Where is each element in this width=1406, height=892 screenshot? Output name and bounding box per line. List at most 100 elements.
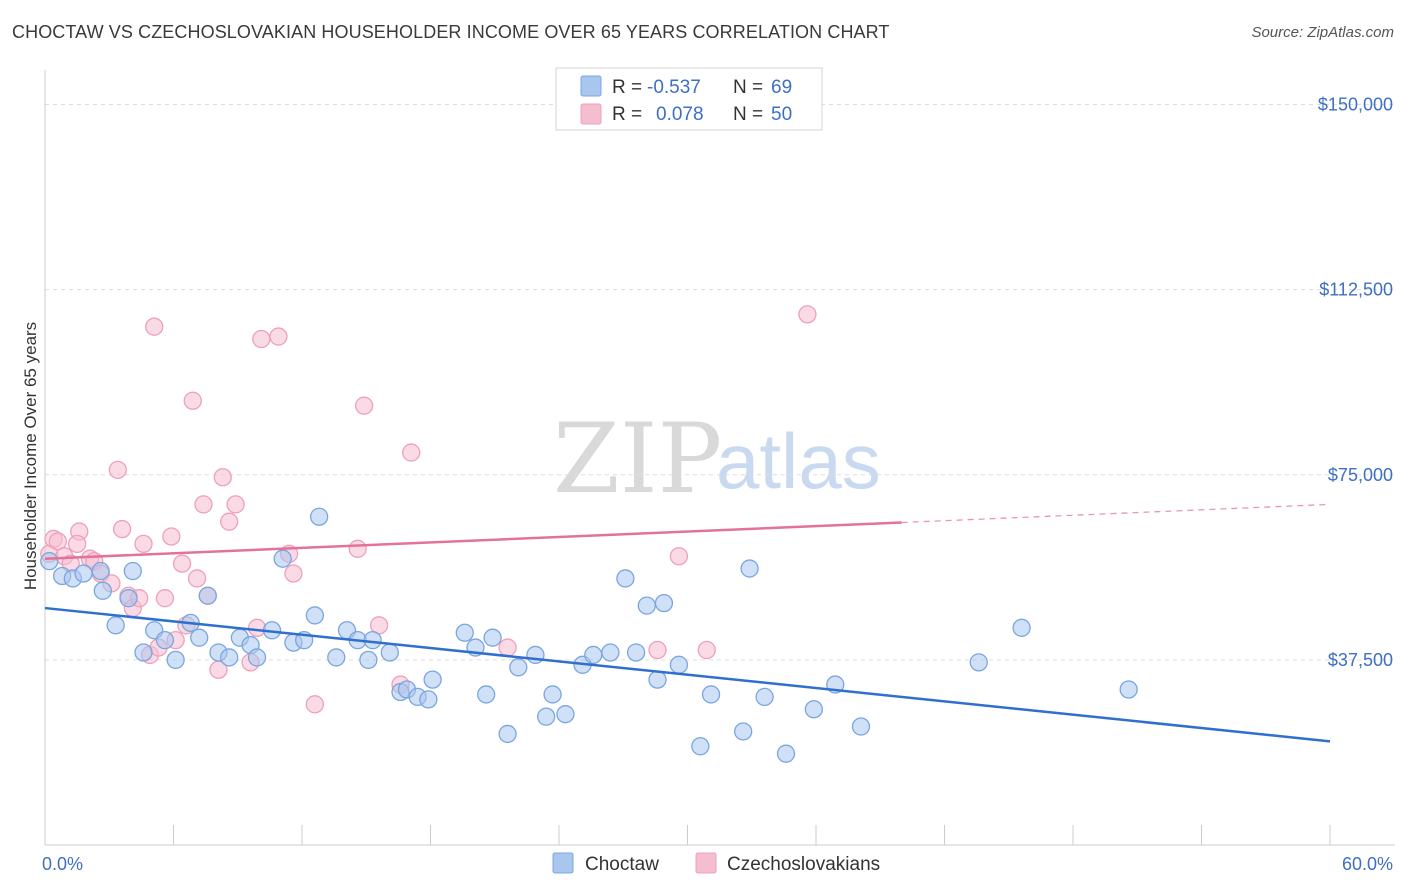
point-czechoslovakians-26 (194, 495, 213, 514)
source-credit: Source: ZipAtlas.com (1251, 24, 1394, 41)
point-czechoslovakians-47 (697, 640, 716, 660)
point-czechoslovakians-43 (402, 443, 421, 462)
point-choctaw-55 (654, 593, 674, 613)
point-czechoslovakians-22 (172, 554, 192, 573)
series-legend-swatch-choctaw (552, 852, 574, 874)
point-choctaw-4 (91, 561, 110, 581)
point-czechoslovakians-35 (269, 327, 288, 346)
point-choctaw-65 (851, 717, 871, 736)
point-choctaw-58 (701, 685, 721, 704)
point-choctaw-14 (190, 628, 209, 647)
point-czechoslovakians-33 (247, 618, 267, 637)
point-czechoslovakians-45 (648, 640, 667, 660)
point-choctaw-12 (166, 650, 185, 670)
point-choctaw-67 (1012, 618, 1031, 637)
point-choctaw-50 (601, 643, 620, 662)
point-choctaw-46 (543, 685, 562, 704)
point-choctaw-62 (776, 744, 796, 763)
point-choctaw-61 (755, 687, 774, 707)
scatter-points (40, 305, 1138, 763)
grid-lines (45, 104, 1395, 661)
legend-r-value-0: -0.537 (647, 77, 701, 98)
legend-swatch-choctaw (580, 75, 602, 97)
point-czechoslovakians-38 (305, 695, 325, 714)
point-czechoslovakians-24 (183, 391, 202, 410)
point-choctaw-26 (309, 507, 329, 526)
point-choctaw-22 (273, 549, 292, 568)
y-tick-label-3: $150,000 (1318, 95, 1393, 115)
point-czechoslovakians-29 (213, 468, 232, 487)
point-choctaw-56 (669, 655, 689, 674)
series-legend-swatch-czechoslovakians (695, 852, 717, 874)
y-tick-label-1: $75,000 (1328, 465, 1393, 485)
series-legend-czechoslovakians: Czechoslovakians (727, 854, 880, 875)
point-choctaw-54 (648, 670, 667, 689)
point-choctaw-31 (363, 630, 382, 650)
point-czechoslovakians-25 (187, 569, 207, 588)
trend-line-extension-czechoslovakians (901, 503, 1331, 524)
point-choctaw-7 (119, 589, 138, 608)
series-legend-choctaw: Choctaw (585, 854, 659, 875)
trend-line-czechoslovakians (44, 521, 902, 560)
y-axis-label: Householder Income Over 65 years (21, 322, 40, 590)
point-czechoslovakians-46 (669, 547, 689, 566)
watermark-zip: ZIP (553, 403, 722, 515)
point-czechoslovakians-17 (145, 317, 164, 336)
point-choctaw-11 (155, 630, 175, 650)
legend-n-value-0: 69 (771, 77, 792, 98)
point-choctaw-0 (40, 552, 59, 571)
point-choctaw-9 (134, 643, 153, 662)
point-czechoslovakians-49 (67, 534, 87, 554)
point-choctaw-30 (359, 650, 378, 670)
point-choctaw-57 (691, 737, 710, 756)
point-choctaw-51 (616, 569, 635, 588)
legend-n-label-0: N = (733, 77, 763, 98)
point-choctaw-42 (498, 724, 517, 744)
point-czechoslovakians-48 (798, 305, 817, 324)
point-choctaw-5 (93, 581, 112, 600)
point-czechoslovakians-15 (134, 534, 153, 554)
point-choctaw-60 (740, 559, 759, 578)
point-czechoslovakians-34 (252, 329, 271, 349)
point-czechoslovakians-19 (155, 589, 175, 608)
point-choctaw-43 (509, 658, 528, 677)
point-czechoslovakians-11 (112, 519, 132, 539)
point-choctaw-49 (584, 645, 603, 665)
point-choctaw-32 (380, 643, 399, 662)
x-tick-label-right: 60.0% (1342, 854, 1393, 874)
point-choctaw-27 (327, 648, 346, 667)
legend-r-label-1: R = (612, 104, 642, 125)
series-legend: Choctaw Czechoslovakians (552, 852, 880, 875)
point-czechoslovakians-10 (108, 460, 127, 479)
point-czechoslovakians-39 (348, 539, 367, 558)
point-czechoslovakians-40 (354, 396, 374, 415)
point-choctaw-47 (556, 705, 575, 724)
trend-line-choctaw (44, 606, 1331, 743)
point-choctaw-17 (220, 648, 239, 667)
point-choctaw-25 (305, 606, 325, 625)
point-choctaw-3 (74, 564, 93, 583)
point-choctaw-44 (526, 645, 545, 665)
legend-r-label-0: R = (612, 77, 642, 98)
point-choctaw-45 (537, 707, 556, 726)
point-choctaw-20 (247, 648, 267, 667)
point-choctaw-63 (804, 700, 824, 719)
point-czechoslovakians-31 (226, 495, 245, 514)
point-czechoslovakians-37 (284, 564, 303, 583)
point-choctaw-8 (123, 561, 142, 581)
point-choctaw-52 (626, 643, 646, 662)
y-tick-labels: $37,500 $75,000 $112,500 $150,000 (1318, 95, 1393, 670)
point-choctaw-68 (1119, 680, 1138, 699)
chart-title: CHOCTAW VS CZECHOSLOVAKIAN HOUSEHOLDER I… (12, 22, 890, 42)
point-choctaw-6 (106, 616, 125, 635)
point-choctaw-53 (637, 596, 656, 615)
point-choctaw-15 (198, 586, 217, 605)
legend-n-label-1: N = (733, 104, 763, 125)
x-tick-label-left: 0.0% (42, 854, 83, 874)
point-czechoslovakians-44 (498, 638, 517, 657)
y-tick-label-2: $112,500 (1319, 280, 1393, 300)
point-choctaw-41 (483, 628, 502, 647)
axes (44, 70, 1395, 846)
trend-lines (44, 503, 1331, 743)
